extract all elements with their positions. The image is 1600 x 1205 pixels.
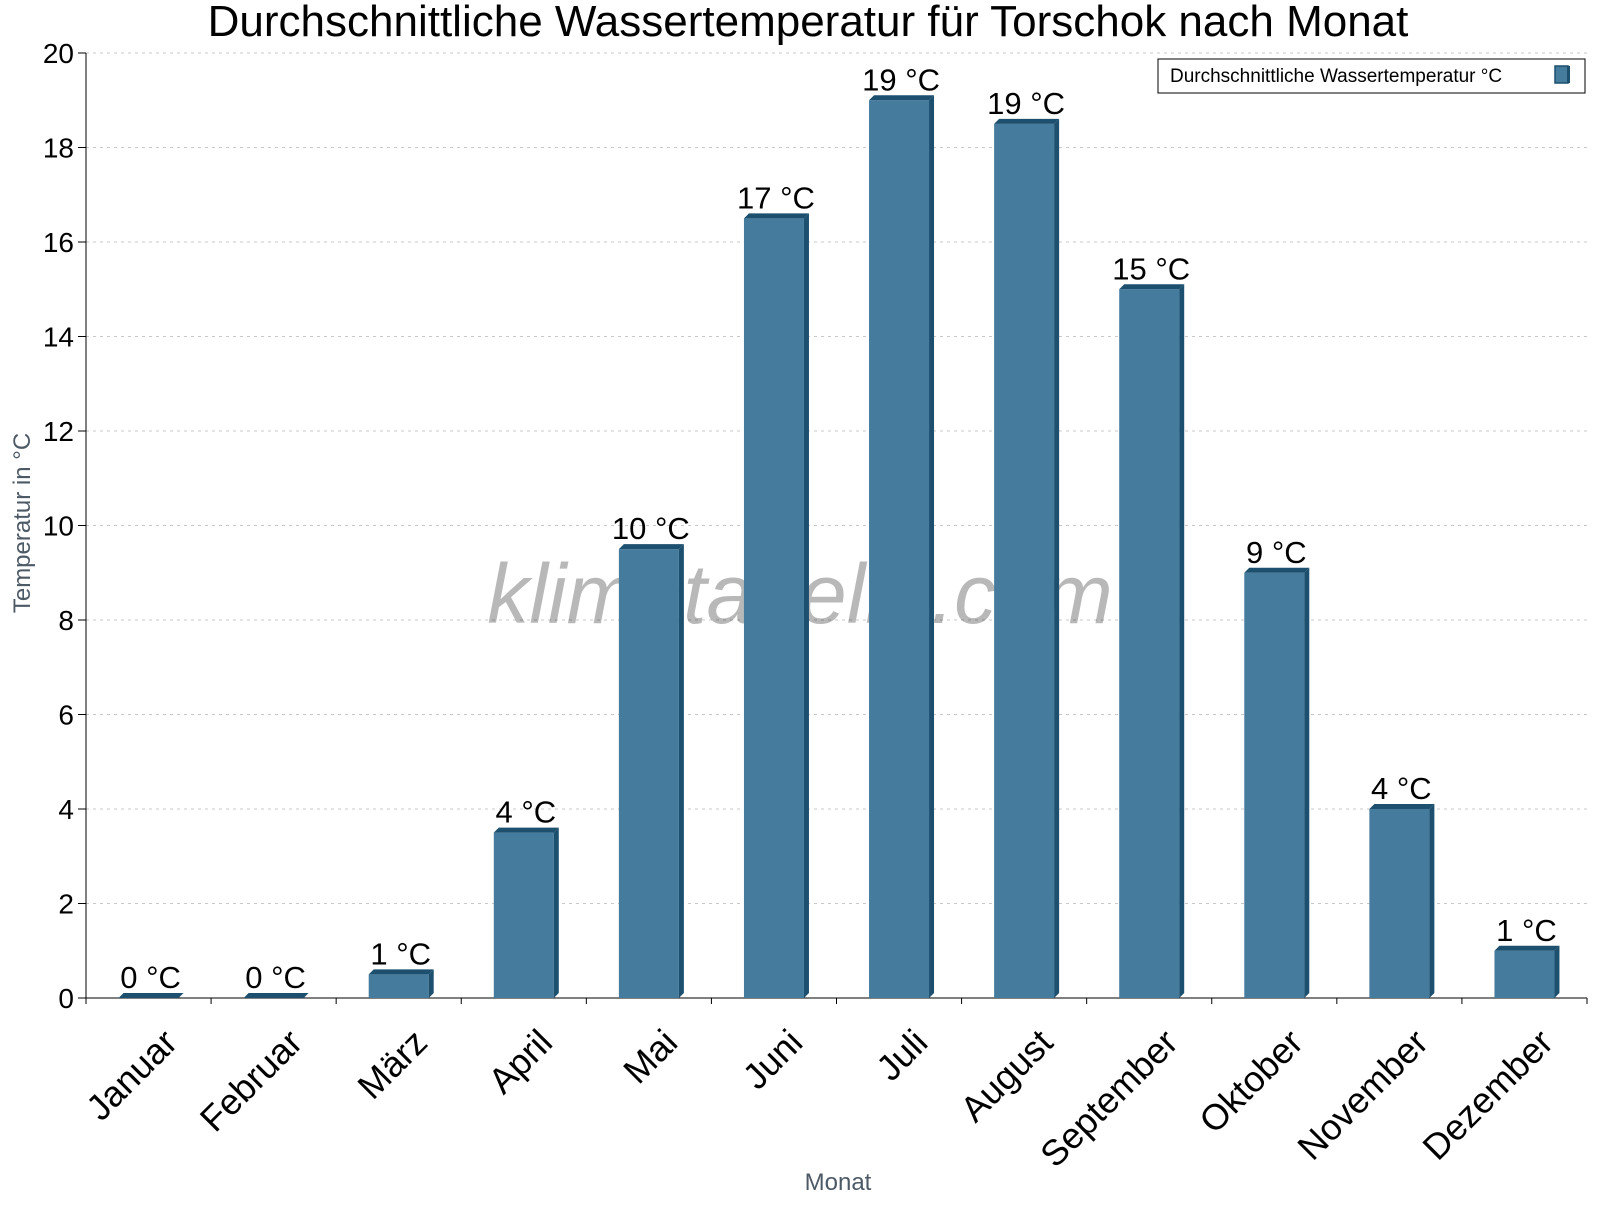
bar-top xyxy=(1244,567,1310,573)
data-labels: 0 °C 0 °C 1 °C 4 °C 10 °C 17 °C 19 °C 19 °C 15 °… xyxy=(120,62,1557,995)
bar-front xyxy=(1119,289,1180,998)
bar[interactable] xyxy=(743,213,809,998)
bar-front xyxy=(869,100,930,998)
data-label: 0 °C xyxy=(120,960,181,995)
bar[interactable] xyxy=(1244,567,1310,998)
x-tick-label: Januar xyxy=(78,1021,185,1128)
bar-top xyxy=(1119,284,1185,290)
bar-front xyxy=(1244,572,1305,998)
bar-side xyxy=(428,969,434,998)
y-tick-label: 10 xyxy=(43,511,74,542)
bar-side xyxy=(1554,945,1560,998)
legend-label: Durchschnittliche Wassertemperatur °C xyxy=(1170,66,1502,87)
bar-front xyxy=(368,974,429,998)
legend[interactable]: Durchschnittliche Wassertemperatur °C xyxy=(1157,58,1586,94)
bar[interactable] xyxy=(493,827,559,998)
bar[interactable] xyxy=(994,118,1060,998)
bar-front xyxy=(994,123,1055,998)
y-axis: 0 2 4 6 8 10 12 14 16 18 20 xyxy=(43,38,87,1014)
bar-front xyxy=(1494,950,1555,998)
y-tick-label: 8 xyxy=(58,605,74,636)
bar-front xyxy=(1369,809,1430,998)
x-tick-label: April xyxy=(480,1021,560,1101)
bar-top xyxy=(869,95,935,101)
x-tick-label: September xyxy=(1032,1021,1186,1175)
bar-top xyxy=(743,213,809,219)
x-tick-label: Mai xyxy=(615,1021,685,1091)
bar[interactable] xyxy=(618,544,684,998)
y-tick-label: 6 xyxy=(58,700,74,731)
x-tick-label: November xyxy=(1289,1021,1435,1167)
data-label: 9 °C xyxy=(1246,535,1307,570)
bar-top xyxy=(618,544,684,550)
x-tick-label: Februar xyxy=(192,1021,310,1139)
bar-front xyxy=(618,549,679,998)
bar-side xyxy=(1429,804,1435,998)
bar-side xyxy=(1179,284,1185,998)
x-axis: Januar Februar März April Mai Juni Juli AugustS… xyxy=(78,997,1588,1175)
data-label: 1 °C xyxy=(1496,913,1557,948)
bar-top xyxy=(1369,804,1435,809)
x-tick-label: Juni xyxy=(735,1021,811,1097)
chart-title: Durchschnittliche Wassertemperatur für T… xyxy=(208,0,1409,46)
data-label: 10 °C xyxy=(612,511,690,546)
bar-side xyxy=(678,544,684,998)
bar-side xyxy=(553,827,559,998)
legend-box xyxy=(1157,58,1586,94)
bar-front xyxy=(493,832,554,998)
bar-side xyxy=(1054,118,1060,998)
gridlines xyxy=(86,52,1587,999)
bar-top xyxy=(994,118,1060,124)
x-tick-label: Juli xyxy=(868,1021,935,1088)
bar[interactable] xyxy=(1119,284,1185,998)
y-tick-label: 20 xyxy=(43,38,74,69)
bar-side xyxy=(1304,567,1310,998)
y-tick-label: 0 xyxy=(58,983,74,1014)
data-label: 17 °C xyxy=(737,180,815,215)
bar-side xyxy=(929,95,935,998)
y-tick-label: 14 xyxy=(43,322,74,353)
data-label: 1 °C xyxy=(370,936,431,971)
data-label: 19 °C xyxy=(862,62,940,97)
data-label: 4 °C xyxy=(495,795,556,830)
y-tick-label: 2 xyxy=(58,889,74,920)
bar-top xyxy=(493,827,559,833)
data-label: 19 °C xyxy=(987,86,1065,121)
bar[interactable] xyxy=(368,969,434,998)
bars xyxy=(118,95,1560,998)
bar[interactable] xyxy=(1494,945,1560,998)
data-label: 15 °C xyxy=(1112,251,1190,286)
bar-front xyxy=(743,218,804,998)
bar-top xyxy=(243,993,309,998)
legend-swatch-icon xyxy=(1554,65,1570,84)
y-tick-label: 4 xyxy=(58,794,74,825)
y-tick-label: 16 xyxy=(43,227,74,258)
bar-top xyxy=(118,993,184,998)
bar[interactable] xyxy=(1369,804,1435,998)
x-tick-label: Dezember xyxy=(1414,1021,1560,1167)
bar-top xyxy=(1494,945,1560,951)
x-tick-label: März xyxy=(349,1021,435,1107)
data-label: 0 °C xyxy=(245,960,306,995)
y-axis-title: Temperatur in °C xyxy=(9,433,36,613)
data-label: 4 °C xyxy=(1371,771,1432,806)
x-axis-title: Monat xyxy=(805,1169,872,1196)
y-tick-label: 18 xyxy=(43,133,74,164)
bar[interactable] xyxy=(118,993,184,998)
bar-side xyxy=(803,213,809,998)
bar[interactable] xyxy=(243,993,309,998)
bar-top xyxy=(368,969,434,975)
x-tick-label: Oktober xyxy=(1191,1021,1311,1141)
bar[interactable] xyxy=(869,95,935,998)
y-tick-label: 12 xyxy=(43,416,74,447)
x-tick-label: August xyxy=(952,1021,1060,1129)
